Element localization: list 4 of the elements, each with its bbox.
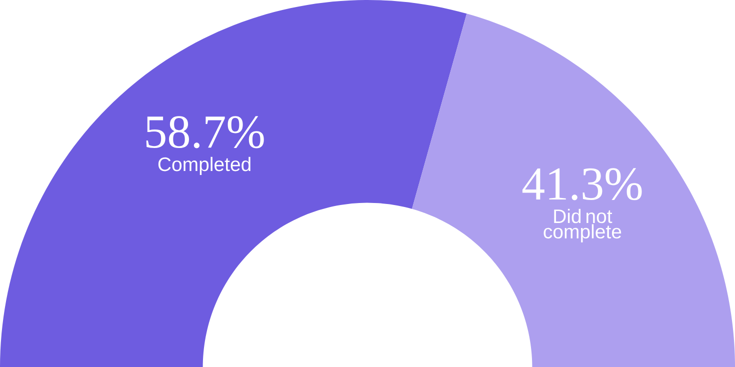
- data-label: 58.7%: [146, 116, 264, 148]
- data-label: 41.3%: [522, 168, 642, 200]
- slice-label: Completed: [158, 156, 250, 175]
- slice-label: Did not complete: [544, 208, 622, 242]
